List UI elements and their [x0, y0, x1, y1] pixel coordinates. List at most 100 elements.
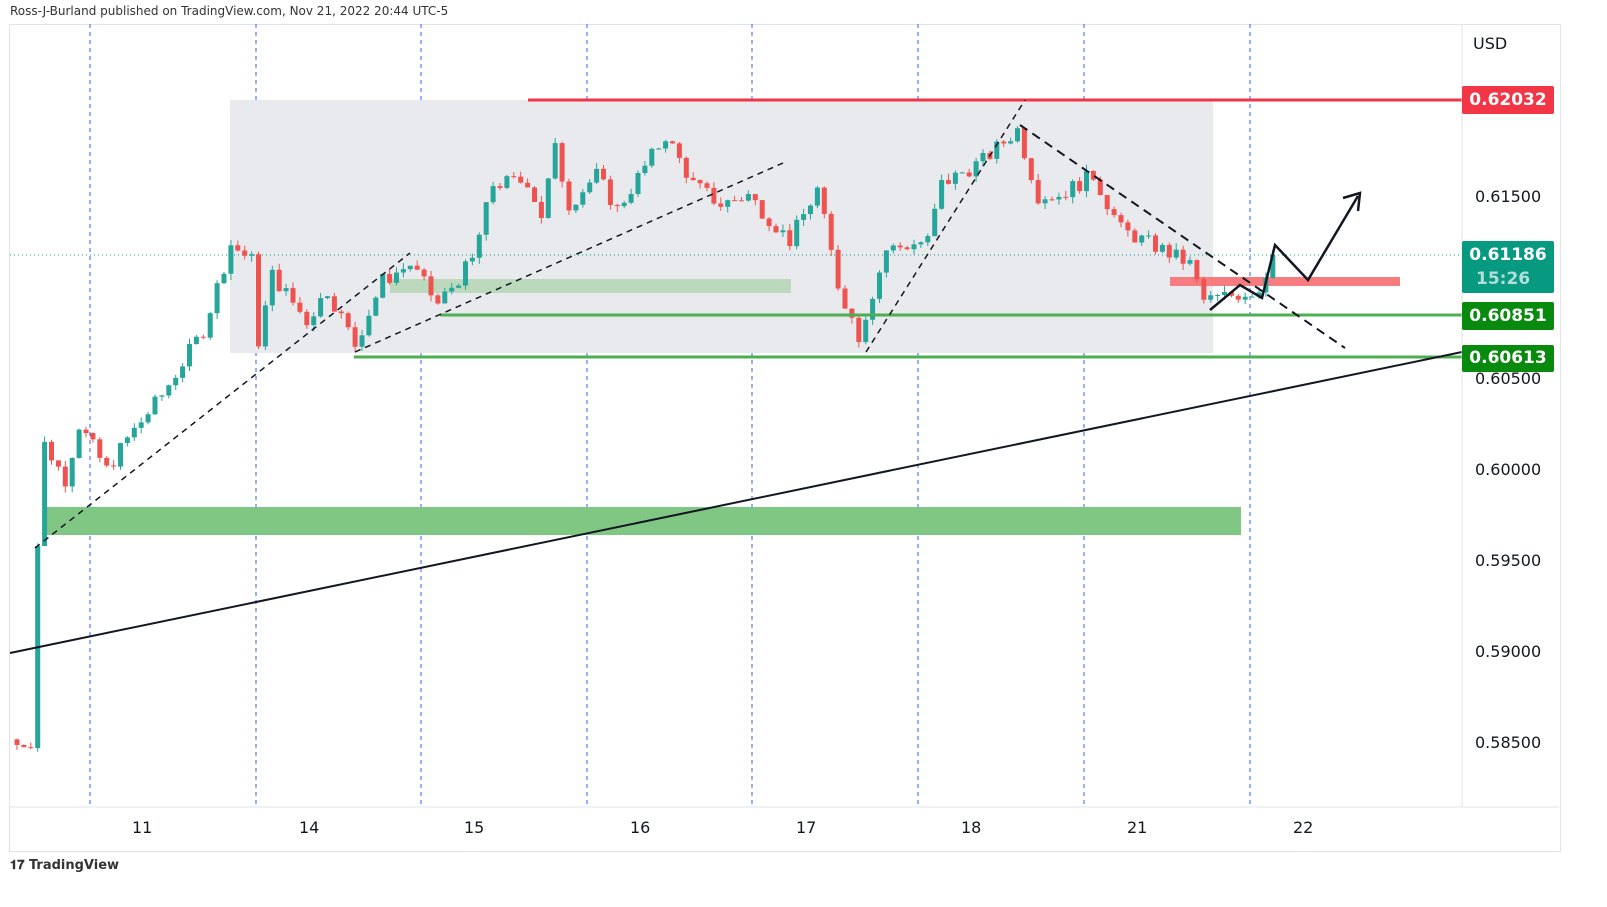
candle	[159, 395, 165, 397]
candle	[697, 180, 703, 184]
candle	[621, 202, 627, 207]
candle	[318, 298, 324, 317]
candle	[83, 429, 89, 434]
logo-icon: 𝟏𝟕	[10, 858, 29, 873]
candle	[338, 311, 344, 314]
candle	[676, 143, 682, 158]
candle	[545, 178, 551, 218]
candle	[745, 194, 751, 201]
bar-countdown: 15:26	[1476, 269, 1531, 289]
candle	[863, 319, 869, 343]
candle	[1118, 215, 1124, 223]
candle	[918, 242, 924, 245]
candle	[435, 295, 441, 304]
candle	[663, 141, 669, 149]
candle	[21, 744, 27, 748]
candle	[49, 441, 54, 461]
candle	[262, 305, 268, 347]
candle	[414, 265, 420, 270]
arrow-head-icon	[1342, 191, 1362, 212]
candle	[124, 437, 130, 444]
currency-label: USD	[1473, 34, 1508, 53]
candle	[469, 257, 475, 262]
candle	[200, 336, 206, 338]
y-tick-label: 0.59500	[1475, 551, 1542, 570]
candle	[587, 182, 593, 193]
candle	[111, 465, 117, 467]
candle	[138, 422, 144, 428]
long-trendline[interactable]	[9, 351, 1463, 654]
candle	[442, 291, 448, 304]
candle	[325, 296, 330, 299]
candle	[732, 200, 738, 202]
candle	[1077, 181, 1083, 192]
candle	[1242, 296, 1248, 300]
support-zone-light	[390, 279, 791, 293]
candle	[532, 187, 537, 202]
candle	[400, 269, 406, 273]
candle	[925, 236, 931, 243]
x-tick-label: 18	[961, 818, 982, 837]
candle	[193, 336, 199, 345]
candle	[1222, 291, 1227, 295]
y-tick-label: 0.60500	[1475, 369, 1542, 388]
candle	[228, 245, 234, 274]
candle	[331, 296, 337, 312]
support1-price-label: 0.60851	[1462, 302, 1554, 330]
candle	[552, 143, 558, 179]
candle	[759, 200, 765, 219]
candle	[821, 187, 827, 214]
x-tick-label: 15	[464, 818, 485, 837]
candle	[242, 250, 248, 256]
candle	[152, 396, 158, 415]
candle	[980, 152, 986, 162]
candle	[1001, 141, 1007, 144]
candle	[1194, 260, 1200, 280]
candle	[359, 335, 365, 347]
candle	[249, 254, 255, 256]
candle	[42, 441, 48, 547]
tradingview-logo[interactable]: 𝟏𝟕 TradingView	[10, 858, 120, 873]
candle	[828, 213, 834, 250]
candle	[221, 273, 227, 284]
candle	[180, 366, 186, 378]
candle	[1063, 196, 1069, 198]
candle	[235, 245, 241, 251]
candle	[601, 168, 606, 180]
candle	[635, 173, 641, 195]
range-box	[230, 100, 1213, 353]
candle	[952, 172, 958, 184]
candle	[269, 269, 275, 306]
publisher-header: Ross-J-Burland published on TradingView.…	[10, 4, 449, 18]
candle	[483, 202, 489, 235]
resistance-zone	[1170, 277, 1400, 286]
candle	[352, 327, 358, 347]
candle	[173, 377, 179, 386]
candle	[76, 429, 82, 459]
candle	[497, 186, 503, 188]
candle	[394, 272, 399, 283]
candle	[428, 276, 434, 296]
candle	[476, 234, 482, 258]
candle	[1084, 170, 1089, 192]
candle	[739, 200, 744, 202]
candle	[690, 177, 696, 181]
candle	[808, 205, 813, 215]
candle	[1139, 235, 1145, 243]
candle	[145, 414, 151, 423]
projection-path[interactable]	[1209, 195, 1360, 311]
candle	[1049, 199, 1055, 201]
candle	[90, 433, 96, 440]
last-price-label: 0.61186 15:26	[1462, 241, 1554, 293]
candle	[1173, 249, 1179, 258]
candle	[1153, 235, 1158, 252]
candle	[801, 214, 807, 220]
candle	[1021, 128, 1027, 159]
dashed-trendlines[interactable]	[34, 99, 1346, 549]
candle	[407, 265, 413, 270]
candle	[656, 148, 662, 150]
candle	[1270, 255, 1276, 278]
candle	[794, 219, 800, 247]
candle	[1056, 196, 1062, 200]
